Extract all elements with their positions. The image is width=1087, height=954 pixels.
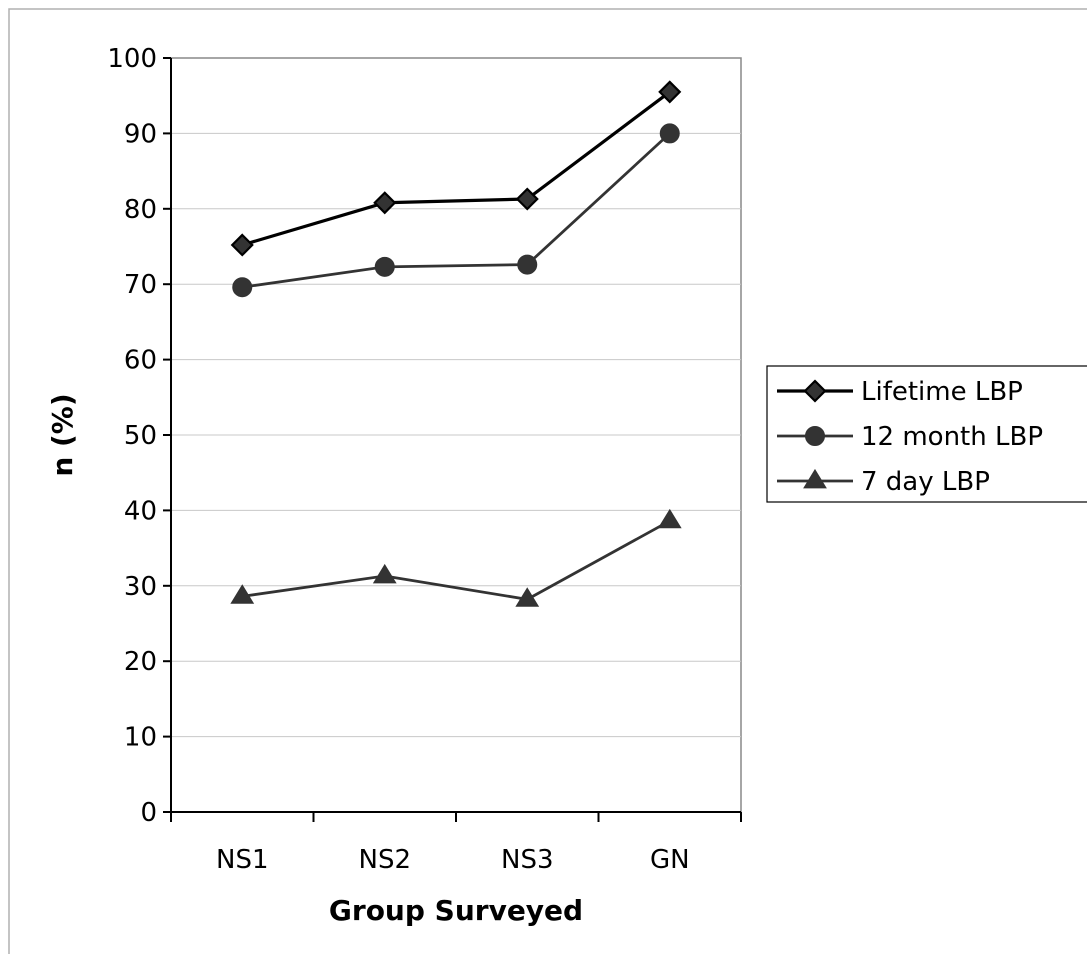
diamond-marker — [515, 187, 539, 211]
circle-marker — [517, 254, 538, 275]
series-line — [242, 519, 671, 601]
series-0 — [230, 80, 682, 257]
circle-marker — [805, 426, 825, 446]
circle-marker — [659, 123, 680, 144]
diamond-marker — [658, 80, 682, 104]
x-tick-label: NS2 — [359, 845, 412, 875]
series-layer — [230, 80, 682, 607]
triangle-marker — [230, 584, 255, 604]
y-tick-label: 10 — [124, 723, 157, 753]
y-tick-label: 30 — [124, 572, 157, 602]
series-line — [242, 132, 671, 289]
legend-entry: 12 month LBP — [777, 422, 1043, 452]
y-axis-ticks: 0 10 20 30 40 50 60 70 80 90 100 — [107, 44, 171, 828]
gridlines — [171, 132, 741, 738]
circle-marker — [374, 256, 395, 277]
y-tick-label: 40 — [124, 496, 157, 526]
triangle-marker — [803, 468, 827, 489]
triangle-marker — [657, 508, 682, 529]
y-tick-label: 90 — [124, 119, 157, 149]
legend: Lifetime LBP 12 month LBP 7 day LBP — [766, 365, 1087, 503]
y-tick-label: 80 — [124, 195, 157, 225]
y-axis-title: n (%) — [46, 393, 79, 476]
series-2 — [230, 508, 682, 607]
y-tick-label: 100 — [107, 44, 157, 74]
triangle-marker — [515, 587, 540, 607]
diamond-marker — [230, 233, 254, 257]
legend-entry: 7 day LBP — [777, 467, 990, 497]
y-tick-label: 70 — [124, 270, 157, 300]
x-tick-label: NS1 — [216, 845, 269, 875]
triangle-marker — [372, 563, 397, 584]
series-line — [241, 90, 671, 247]
diamond-marker — [373, 191, 397, 215]
y-tick-label: 20 — [124, 647, 157, 677]
y-tick-label: 50 — [124, 421, 157, 451]
series-1 — [232, 123, 680, 298]
x-axis-ticks: NS1 NS2 NS3 GN — [170, 812, 742, 875]
legend-entry: Lifetime LBP — [777, 377, 1023, 407]
y-tick-label: 60 — [124, 346, 157, 376]
legend-label: 7 day LBP — [861, 467, 990, 497]
y-tick-label: 0 — [140, 798, 157, 828]
diamond-marker — [803, 379, 827, 403]
x-tick-label: NS3 — [501, 845, 554, 875]
x-tick-label: GN — [650, 845, 690, 875]
legend-label: Lifetime LBP — [861, 377, 1023, 407]
x-axis-title: Group Surveyed — [329, 894, 583, 927]
legend-label: 12 month LBP — [861, 422, 1043, 452]
circle-marker — [232, 277, 253, 298]
